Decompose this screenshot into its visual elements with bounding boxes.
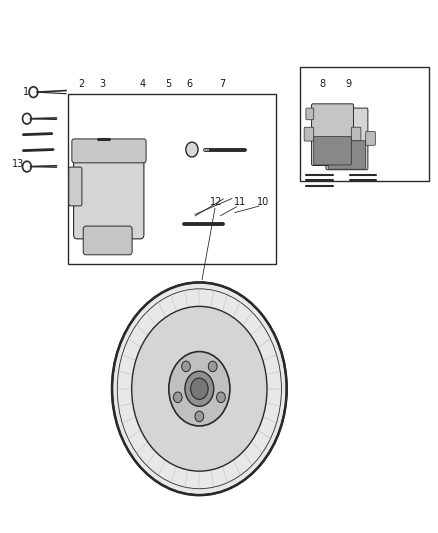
Circle shape [191, 378, 208, 399]
Bar [68, 94, 276, 264]
Circle shape [175, 165, 215, 213]
Circle shape [188, 146, 195, 154]
Circle shape [145, 167, 169, 197]
FancyBboxPatch shape [328, 141, 366, 169]
Circle shape [180, 171, 210, 208]
Circle shape [173, 392, 182, 402]
Circle shape [71, 172, 80, 182]
Text: 6: 6 [186, 79, 192, 89]
Circle shape [83, 134, 92, 144]
FancyBboxPatch shape [366, 132, 375, 146]
Circle shape [71, 189, 80, 200]
Circle shape [181, 220, 187, 228]
Text: 4: 4 [140, 79, 146, 89]
Bar [300, 67, 428, 181]
Circle shape [85, 167, 127, 219]
Text: 3: 3 [99, 79, 106, 89]
Circle shape [164, 217, 176, 231]
Text: 5: 5 [166, 79, 172, 89]
Text: 1: 1 [23, 87, 29, 97]
Circle shape [85, 136, 89, 142]
Circle shape [99, 183, 114, 203]
Text: 11: 11 [234, 197, 246, 207]
Circle shape [169, 352, 230, 426]
Circle shape [163, 144, 174, 158]
Circle shape [185, 371, 214, 406]
FancyBboxPatch shape [306, 108, 314, 120]
FancyBboxPatch shape [69, 167, 82, 206]
FancyBboxPatch shape [311, 104, 353, 165]
Text: 9: 9 [346, 79, 352, 89]
Circle shape [112, 282, 287, 495]
Text: 8: 8 [320, 79, 326, 89]
Circle shape [159, 139, 178, 163]
Circle shape [216, 392, 225, 402]
Circle shape [208, 361, 217, 372]
FancyBboxPatch shape [326, 108, 368, 169]
Text: 12: 12 [210, 197, 223, 207]
FancyBboxPatch shape [304, 127, 314, 141]
Text: 7: 7 [219, 79, 226, 89]
Circle shape [182, 361, 191, 372]
Circle shape [195, 411, 204, 422]
Text: 2: 2 [78, 79, 85, 89]
Ellipse shape [186, 142, 198, 157]
Text: 13: 13 [12, 159, 24, 169]
FancyBboxPatch shape [72, 139, 146, 163]
FancyBboxPatch shape [74, 140, 144, 239]
Circle shape [132, 306, 267, 471]
Circle shape [202, 146, 208, 154]
Circle shape [139, 160, 175, 205]
Circle shape [92, 176, 120, 210]
FancyBboxPatch shape [314, 136, 351, 165]
FancyBboxPatch shape [318, 132, 328, 146]
FancyBboxPatch shape [83, 226, 132, 255]
Text: 10: 10 [257, 197, 269, 207]
FancyBboxPatch shape [351, 127, 361, 141]
Circle shape [160, 212, 180, 236]
FancyBboxPatch shape [320, 112, 328, 124]
Circle shape [95, 136, 100, 142]
